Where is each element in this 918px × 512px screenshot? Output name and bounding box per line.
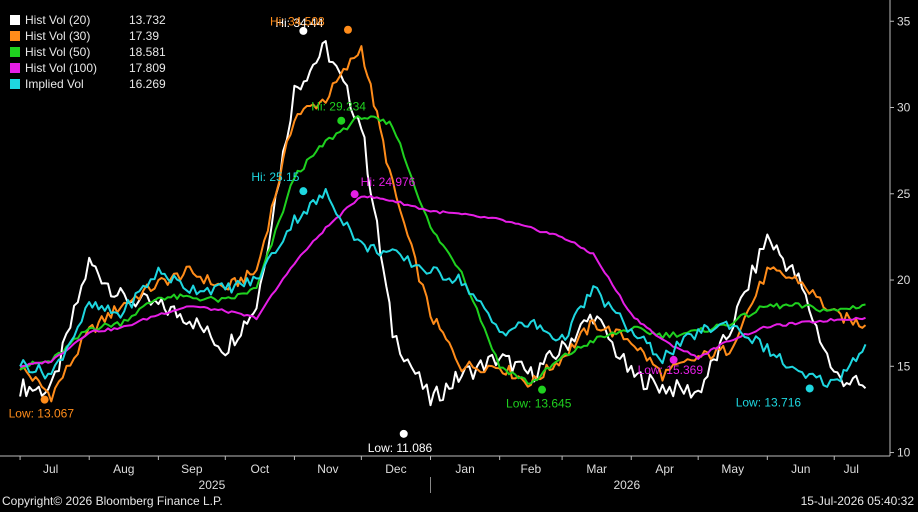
legend-series-name: Hist Vol (30) (25, 29, 91, 43)
legend-series-name: Hist Vol (20) (25, 13, 91, 27)
x-month-label: Oct (251, 462, 270, 476)
annotation-label: Low: 15.369 (638, 363, 704, 377)
annotation-label: Hi: 29.234 (311, 100, 366, 114)
annotation-marker (337, 116, 346, 125)
legend-swatch (10, 79, 20, 89)
annotation-label: Low: 11.086 (368, 441, 433, 455)
legend-item[interactable]: Hist Vol (30) 17.39 (10, 28, 173, 44)
legend-swatch (10, 15, 20, 25)
annotation-label: Low: 13.645 (506, 397, 572, 411)
x-month-label: Aug (113, 462, 134, 476)
legend-series-name: Hist Vol (50) (25, 45, 91, 59)
legend-swatch (10, 47, 20, 57)
x-month-label: Nov (317, 462, 338, 476)
annotation-marker (805, 384, 814, 393)
annotation-label: Hi: 25.15 (251, 170, 299, 184)
series-line (19, 115, 866, 385)
annotation-label: Hi: 24.976 (361, 175, 416, 189)
annotation-label: Low: 13.067 (9, 407, 75, 421)
series-line (19, 40, 867, 407)
legend-swatch (10, 31, 20, 41)
y-tick-label: 35 (897, 14, 911, 28)
y-tick-label: 15 (897, 359, 911, 373)
legend-series-name: Hist Vol (100) (25, 61, 98, 75)
x-month-label: Feb (521, 462, 542, 476)
x-month-label: May (721, 462, 744, 476)
annotation-label: Hi: 34.508 (270, 15, 325, 29)
annotation-marker (538, 385, 547, 394)
legend-last-value: 18.581 (129, 45, 166, 59)
series-line (19, 45, 867, 403)
y-tick-label: 25 (897, 187, 911, 201)
series-line (19, 195, 866, 368)
x-year-label: 2025 (199, 478, 226, 492)
legend-item[interactable]: Hist Vol (50) 18.581 (10, 44, 173, 60)
legend-last-value: 17.39 (129, 29, 160, 43)
x-month-label: Mar (586, 462, 607, 476)
annotation-marker (299, 187, 308, 196)
annotation-label: Low: 13.716 (736, 395, 802, 409)
y-tick-label: 20 (897, 273, 911, 287)
legend-swatch (10, 63, 20, 73)
annotation-marker (669, 355, 678, 364)
copyright-notice: Copyright© 2026 Bloomberg Finance L.P. (2, 494, 223, 508)
x-month-label: Sep (181, 462, 203, 476)
x-month-label: Jul (844, 462, 859, 476)
legend-item[interactable]: Implied Vol 16.269 (10, 76, 173, 92)
legend-last-value: 16.269 (129, 77, 166, 91)
legend-item[interactable]: Hist Vol (20) 13.732 (10, 12, 173, 28)
annotation-label: Hi: 34.44 (275, 16, 323, 30)
annotation-marker (350, 190, 359, 199)
x-year-label: 2026 (613, 478, 640, 492)
x-month-label: Apr (655, 462, 674, 476)
legend-last-value: 17.809 (129, 61, 166, 75)
annotation-marker (299, 26, 308, 35)
legend: Hist Vol (20) 13.732 Hist Vol (30) 17.39… (6, 10, 177, 96)
legend-item[interactable]: Hist Vol (100) 17.809 (10, 60, 173, 76)
legend-last-value: 13.732 (129, 13, 166, 27)
y-tick-label: 10 (897, 446, 911, 460)
series-line (19, 188, 867, 388)
x-month-label: Jun (791, 462, 810, 476)
legend-series-name: Implied Vol (25, 77, 84, 91)
x-month-label: Jan (455, 462, 474, 476)
annotation-marker (40, 395, 49, 404)
annotation-marker (343, 25, 352, 34)
x-month-label: Jul (43, 462, 58, 476)
x-month-label: Dec (385, 462, 406, 476)
annotation-marker (399, 429, 408, 438)
y-tick-label: 30 (897, 101, 911, 115)
timestamp: 15-Jul-2026 05:40:32 (800, 494, 914, 508)
